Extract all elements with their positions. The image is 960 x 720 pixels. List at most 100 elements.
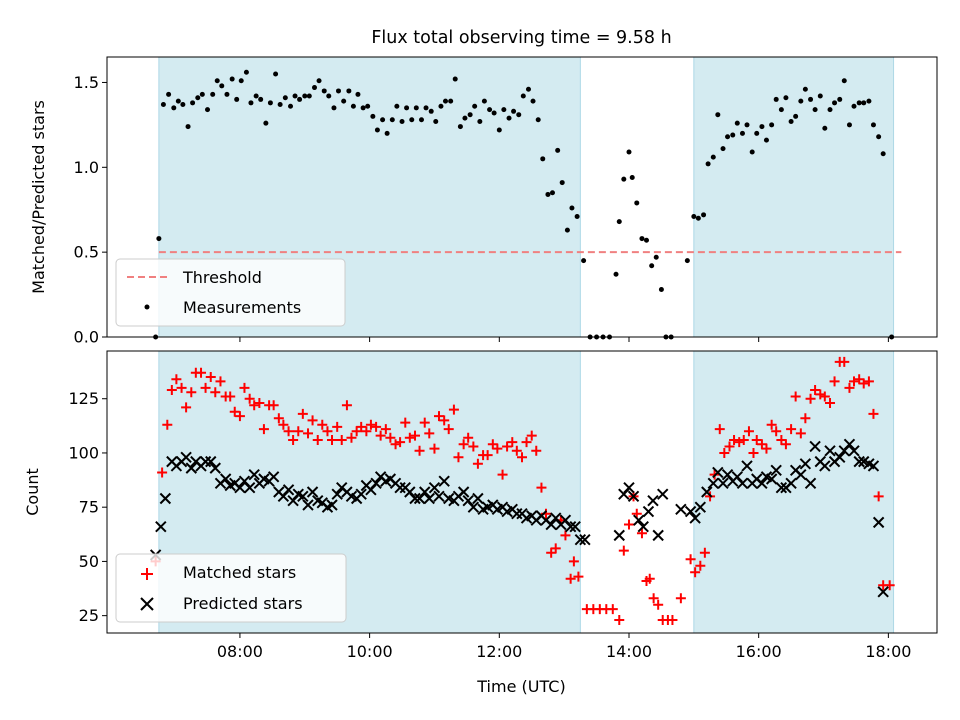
matched-stars-point-95: [623, 519, 634, 530]
predicted-stars-point-2: [159, 492, 172, 505]
matched-stars-point-142: [854, 374, 865, 385]
matched-stars-point-53: [410, 430, 421, 441]
measurements-point-34: [316, 78, 322, 84]
measurements-point-24: [267, 100, 273, 106]
measurements-point-127: [788, 118, 794, 124]
measurements-point-137: [837, 96, 843, 102]
matched-stars-point-17: [234, 411, 245, 422]
matched-stars-point-3: [166, 385, 177, 396]
predicted-stars-point-98: [657, 488, 669, 500]
matched-stars-point-122: [756, 439, 767, 450]
predicted-stars-point-96: [647, 494, 659, 507]
predicted-stars-point-10: [199, 455, 212, 468]
top-y-tick-label-0: 0.0: [74, 328, 99, 347]
measurements-point-57: [428, 108, 434, 114]
matched-stars-point-107: [685, 554, 696, 565]
matched-stars-point-74: [511, 445, 522, 456]
matched-stars-point-6: [181, 402, 192, 413]
matched-stars-point-5: [176, 382, 187, 393]
predicted-stars-point-124: [804, 477, 817, 490]
matched-stars-point-48: [385, 432, 396, 443]
measurements-point-17: [234, 96, 240, 102]
predicted-stars-point-50: [394, 481, 406, 494]
matched-stars-point-49: [390, 439, 401, 450]
matched-stars-point-55: [419, 417, 430, 428]
predicted-stars-point-20: [248, 468, 260, 481]
measurements-point-54: [413, 105, 419, 111]
matched-stars-point-28: [288, 434, 299, 445]
measurements-point-100: [644, 237, 649, 243]
measurements-point-42: [355, 91, 361, 97]
matched-stars-point-109: [695, 560, 706, 571]
matched-stars-point-106: [675, 593, 686, 604]
measurements-point-49: [389, 117, 395, 123]
predicted-stars-point-114: [756, 477, 768, 490]
matched-stars-point-12: [210, 387, 221, 398]
measurements-point-52: [404, 105, 410, 111]
matched-stars-point-86: [568, 556, 579, 567]
matched-stars-point-141: [849, 376, 859, 387]
predicted-stars-point-134: [853, 455, 865, 468]
matched-stars-point-121: [751, 434, 762, 445]
x-tick-label-5: 18:00: [865, 642, 911, 661]
measurements-point-113: [720, 146, 726, 152]
matched-stars-point-71: [497, 469, 508, 480]
matched-stars-point-20: [249, 400, 260, 411]
matched-stars-point-132: [805, 393, 816, 404]
measurements-point-146: [880, 151, 886, 157]
measurements-point-36: [326, 93, 332, 99]
predicted-stars-point-53: [409, 492, 421, 505]
predicted-stars-point-125: [809, 440, 821, 453]
matched-stars-point-45: [371, 421, 382, 432]
predicted-stars-point-6: [180, 451, 192, 463]
measurements-point-97: [629, 174, 635, 180]
matched-stars-point-38: [336, 434, 347, 445]
predicted-stars-point-88: [579, 534, 591, 546]
predicted-stars-point-132: [843, 438, 856, 450]
predicted-stars-point-122: [795, 468, 807, 481]
matched-stars-point-145: [868, 408, 879, 419]
top-observing-window-1: [693, 56, 895, 338]
predicted-stars-point-91: [623, 481, 635, 494]
matched-stars-point-51: [400, 417, 411, 428]
legend-matched-label: Matched stars: [183, 563, 296, 582]
matched-stars-point-101: [648, 593, 659, 604]
bottom-panel: 25 50 75 100 125 08:00 10:00 12:00 14:00 16:00 18:…: [23, 350, 938, 696]
matched-stars-point-52: [404, 432, 415, 443]
predicted-stars-point-11: [205, 455, 217, 468]
measurements-point-86: [569, 205, 575, 211]
measurements-point-20: [248, 100, 254, 106]
predicted-stars-point-17: [234, 481, 246, 494]
matched-stars-point-144: [863, 376, 874, 387]
matched-stars-point-77: [526, 430, 537, 441]
matched-stars-point-119: [743, 426, 754, 437]
matched-stars-point-102: [653, 599, 664, 610]
bottom-observing-window-1: [693, 350, 895, 634]
matched-stars-point-60: [443, 424, 454, 435]
matched-stars-point-87: [573, 571, 584, 582]
predicted-stars-point-105: [712, 466, 724, 479]
measurements-point-132: [812, 107, 818, 113]
matched-stars-point-120: [748, 447, 759, 458]
measurements-point-128: [793, 113, 799, 119]
predicted-stars-point-42: [355, 488, 367, 500]
bottom-y-axis-label: Count: [23, 468, 42, 516]
measurements-point-12: [210, 91, 216, 97]
matched-stars-point-7: [186, 387, 197, 398]
matched-stars-point-1: [157, 467, 168, 478]
measurements-point-141: [856, 100, 862, 106]
matched-stars-point-85: [565, 573, 576, 584]
matched-stars-point-137: [829, 376, 840, 387]
matched-stars-point-47: [380, 424, 391, 435]
matched-stars-point-73: [507, 437, 518, 448]
predicted-stars-point-111: [741, 460, 753, 472]
matched-stars-point-84: [560, 530, 571, 541]
predicted-stars-point-24: [267, 471, 280, 483]
measurements-point-121: [759, 124, 765, 130]
predicted-stars-point-133: [848, 445, 860, 457]
measurements-point-9: [195, 95, 201, 101]
measurements-point-29: [292, 93, 298, 99]
predicted-stars-point-85: [564, 521, 577, 533]
measurements-point-79: [535, 117, 541, 123]
predicted-stars-point-117: [770, 464, 782, 477]
